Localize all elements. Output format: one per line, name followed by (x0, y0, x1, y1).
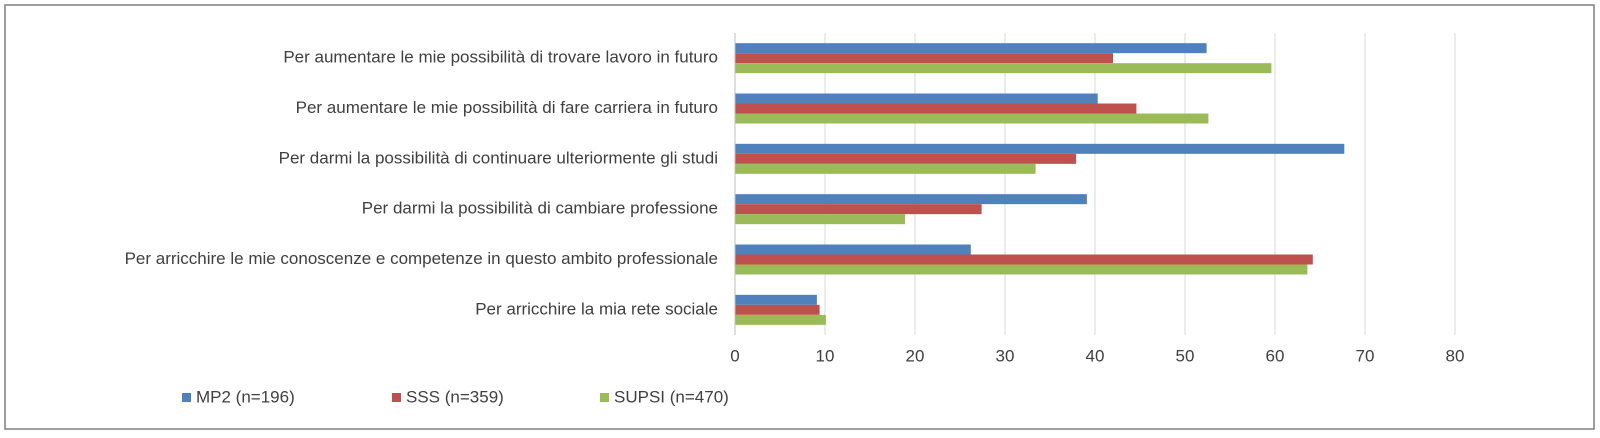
y-tick-label: Per arricchire le mie conoscenze e compe… (125, 249, 718, 268)
y-tick-label: Per arricchire la mia rete sociale (475, 299, 718, 318)
bar (735, 314, 826, 325)
bar (735, 254, 1313, 265)
x-tick-label: 20 (906, 346, 925, 365)
bar (735, 153, 1077, 164)
bar (735, 304, 820, 315)
y-tick-label: Per aumentare le mie possibilità di trov… (283, 48, 718, 67)
x-tick-label: 50 (1176, 346, 1195, 365)
bar (735, 204, 982, 215)
legend-label: SUPSI (n=470) (614, 387, 729, 406)
x-tick-label: 70 (1356, 346, 1375, 365)
bar (735, 103, 1137, 114)
bar (735, 53, 1113, 64)
x-tick-label: 40 (1086, 346, 1105, 365)
legend-marker (600, 393, 609, 402)
bar (735, 163, 1036, 174)
legend-marker (182, 393, 191, 402)
bar (735, 264, 1308, 275)
bar (735, 194, 1087, 205)
x-tick-label: 80 (1446, 346, 1465, 365)
bar (735, 43, 1207, 54)
bar (735, 294, 817, 305)
legend-marker (392, 393, 401, 402)
bar (735, 244, 971, 255)
x-tick-label: 10 (816, 346, 835, 365)
bar (735, 143, 1345, 154)
bar (735, 63, 1272, 74)
x-tick-label: 0 (730, 346, 739, 365)
bar (735, 214, 906, 225)
y-tick-label: Per darmi la possibilità di continuare u… (279, 148, 718, 167)
bar (735, 93, 1098, 104)
y-tick-label: Per aumentare le mie possibilità di fare… (296, 98, 718, 117)
x-tick-label: 60 (1266, 346, 1285, 365)
legend-label: MP2 (n=196) (196, 387, 295, 406)
legend-label: SSS (n=359) (406, 387, 504, 406)
bar (735, 113, 1209, 124)
x-tick-label: 30 (996, 346, 1015, 365)
y-tick-label: Per darmi la possibilità di cambiare pro… (362, 199, 718, 218)
